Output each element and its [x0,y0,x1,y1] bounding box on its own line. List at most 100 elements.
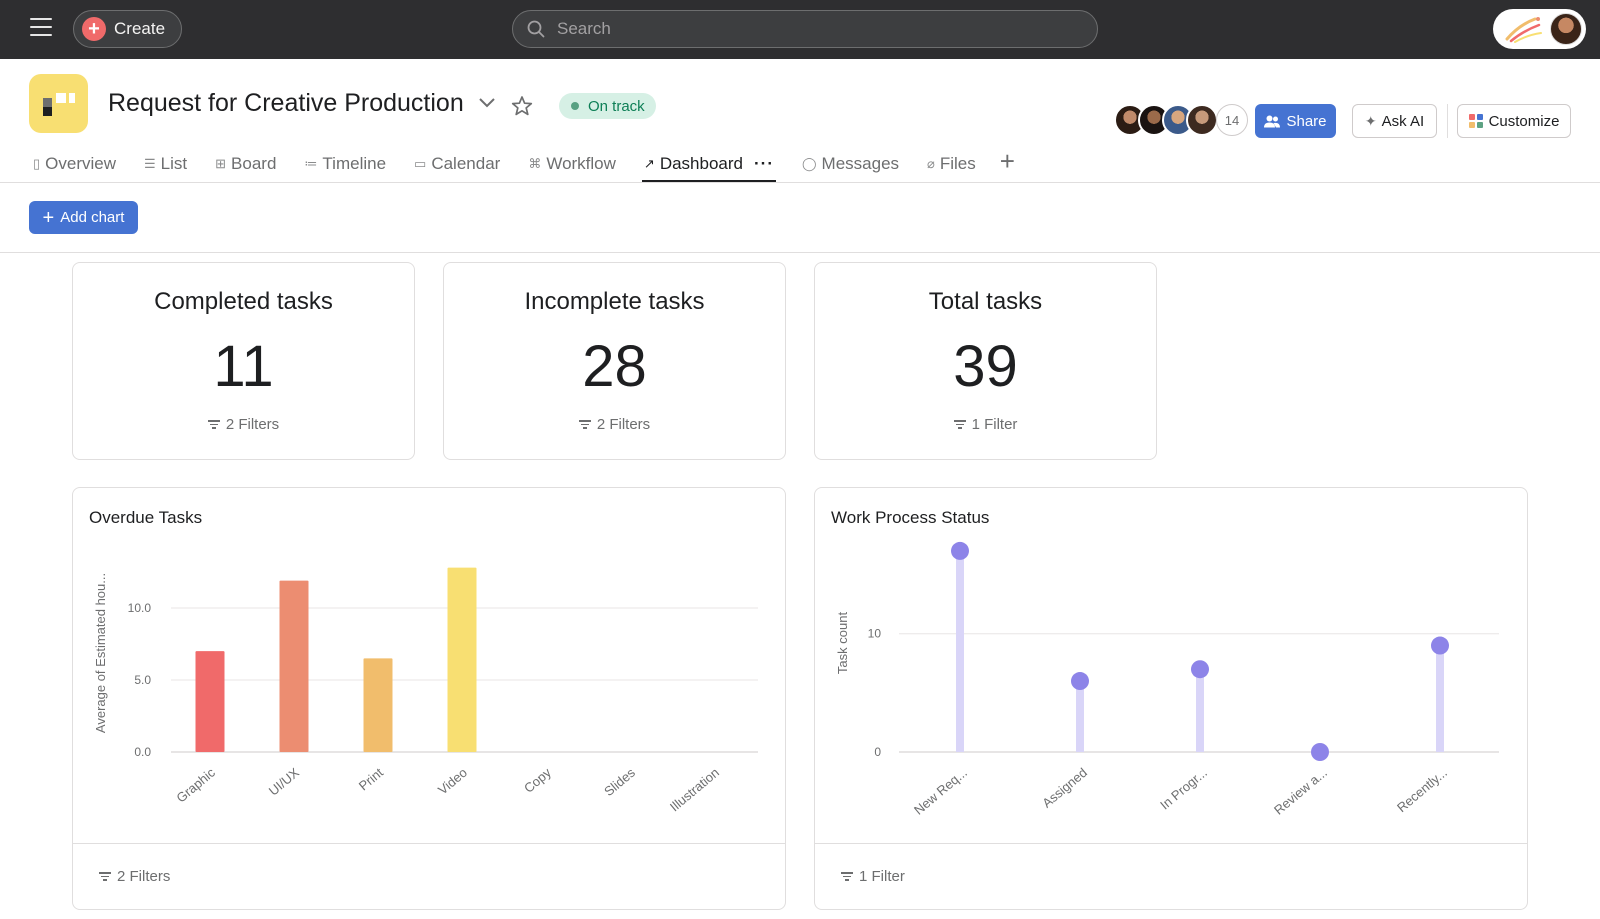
tab-board[interactable]: ⊞ Board [215,149,276,179]
search-icon [527,20,545,38]
lollipop-point [1431,636,1449,655]
top-bar: + Create [0,0,1600,59]
create-button[interactable]: + Create [73,10,182,48]
filter-icon [953,418,966,431]
project-tabs: ▯ Overview ☰ List ⊞ Board ≔ Timeline ▭ Calend… [33,146,1015,182]
tab-messages[interactable]: ◯ Messages [802,149,899,179]
filter-label: 1 Filter [971,416,1018,433]
x-tick-label: Print [356,765,386,794]
filter-icon [99,870,111,883]
project-members[interactable]: 14 [1114,104,1248,138]
tab-files[interactable]: ⌀ Files [927,149,976,179]
lollipop-point [951,541,969,560]
stat-filter[interactable]: 2 Filters [444,416,785,433]
sparkle-icon: ✦ [1364,112,1377,129]
ask-ai-label: Ask AI [1381,112,1425,130]
share-button[interactable]: Share [1255,104,1336,138]
celebration-icon [1505,17,1542,43]
y-tick-label: 10 [868,627,882,641]
project-icon [29,74,88,133]
chart-card-work-process[interactable]: Work Process Status 0 10 Task count New Req… [814,487,1528,910]
stat-card-completed[interactable]: Completed tasks 11 2 Filters [72,262,415,460]
lollipop-stem [1436,645,1444,752]
stat-card-incomplete[interactable]: Incomplete tasks 28 2 Filters [443,262,786,460]
x-tick-label: Review a... [1271,765,1330,818]
tab-workflow[interactable]: ⌘ Workflow [528,149,616,179]
tab-calendar[interactable]: ▭ Calendar [414,149,500,179]
filter-label: 2 Filters [117,868,171,885]
stat-value: 39 [953,334,1018,399]
tab-label: Workflow [546,154,616,173]
tab-dashboard[interactable]: ↗ Dashboard ··· [641,149,777,182]
customize-label: Customize [1488,112,1560,130]
chart-footer-divider [815,843,1527,844]
filter-label: 2 Filters [596,416,651,433]
search-input[interactable] [557,19,1057,39]
tab-label: Timeline [322,154,387,173]
chart-card-overdue[interactable]: Overdue Tasks 0.0 5.0 10.0 Average of Estim… [72,487,786,910]
stat-card-total[interactable]: Total tasks 39 1 Filter [814,262,1157,460]
tab-label: Files [939,154,976,173]
y-tick-label: 10.0 [128,601,152,615]
plus-icon: + [42,206,55,229]
stat-title: Incomplete tasks [524,288,705,315]
add-chart-button[interactable]: + Add chart [29,201,138,234]
lollipop-point [1191,660,1209,679]
tab-list[interactable]: ☰ List [144,149,187,179]
stat-title: Total tasks [928,288,1043,315]
bar-video [447,567,477,752]
x-tick-label: Copy [521,764,554,795]
stat-filter[interactable]: 1 Filter [815,416,1156,433]
filter-icon [578,418,591,431]
overview-icon: ▯ [33,156,41,171]
search-bar[interactable] [512,10,1098,48]
tab-overview[interactable]: ▯ Overview [33,149,116,179]
tab-label: List [160,154,188,173]
tab-timeline[interactable]: ≔ Timeline [304,149,386,179]
stat-title: Completed tasks [154,288,333,315]
chart-filter[interactable]: 1 Filter [841,868,905,885]
tab-label: Calendar [431,154,501,173]
status-dot-icon [571,102,579,110]
ask-ai-button[interactable]: ✦ Ask AI [1352,104,1437,138]
chart-title: Work Process Status [831,508,990,527]
y-axis-label: Task count [835,612,850,675]
tab-label: Overview [45,154,117,173]
bar-uiux [279,580,309,752]
lollipop-stem [1196,669,1204,752]
project-title[interactable]: Request for Creative Production [108,89,464,117]
calendar-icon: ▭ [414,156,427,171]
tabs-divider [0,182,1600,183]
star-icon[interactable] [511,95,533,117]
customize-button[interactable]: Customize [1457,104,1571,138]
add-chart-label: Add chart [60,209,125,226]
x-tick-label: Slides [601,764,638,799]
x-tick-label: Recently... [1394,765,1450,815]
tab-label: Messages [821,154,900,173]
chevron-down-icon[interactable] [478,96,496,110]
create-label: Create [114,19,166,38]
y-tick-label: 5.0 [134,673,151,687]
x-tick-label: UI/UX [266,765,302,799]
more-options-icon[interactable]: ··· [754,154,774,173]
account-button[interactable] [1493,9,1586,49]
hamburger-menu-icon[interactable] [30,18,52,38]
x-tick-label: New Req... [911,765,970,818]
stat-value: 28 [582,334,647,399]
x-tick-label: Illustration [667,765,722,815]
filter-label: 1 Filter [859,868,905,885]
add-tab-icon[interactable]: + [999,146,1015,176]
workflow-icon: ⌘ [528,156,542,171]
timeline-icon: ≔ [304,156,318,171]
lollipop-stem [956,550,964,752]
chart-footer-divider [73,843,785,844]
member-count: 14 [1216,104,1248,136]
bar-print [363,658,393,752]
people-icon [1264,115,1281,127]
status-badge[interactable]: On track [559,93,656,119]
chart-filter[interactable]: 2 Filters [99,868,170,885]
lollipop-point [1071,672,1089,691]
stat-filter[interactable]: 2 Filters [73,416,414,433]
files-icon: ⌀ [927,156,935,171]
tab-label: Board [231,154,277,173]
